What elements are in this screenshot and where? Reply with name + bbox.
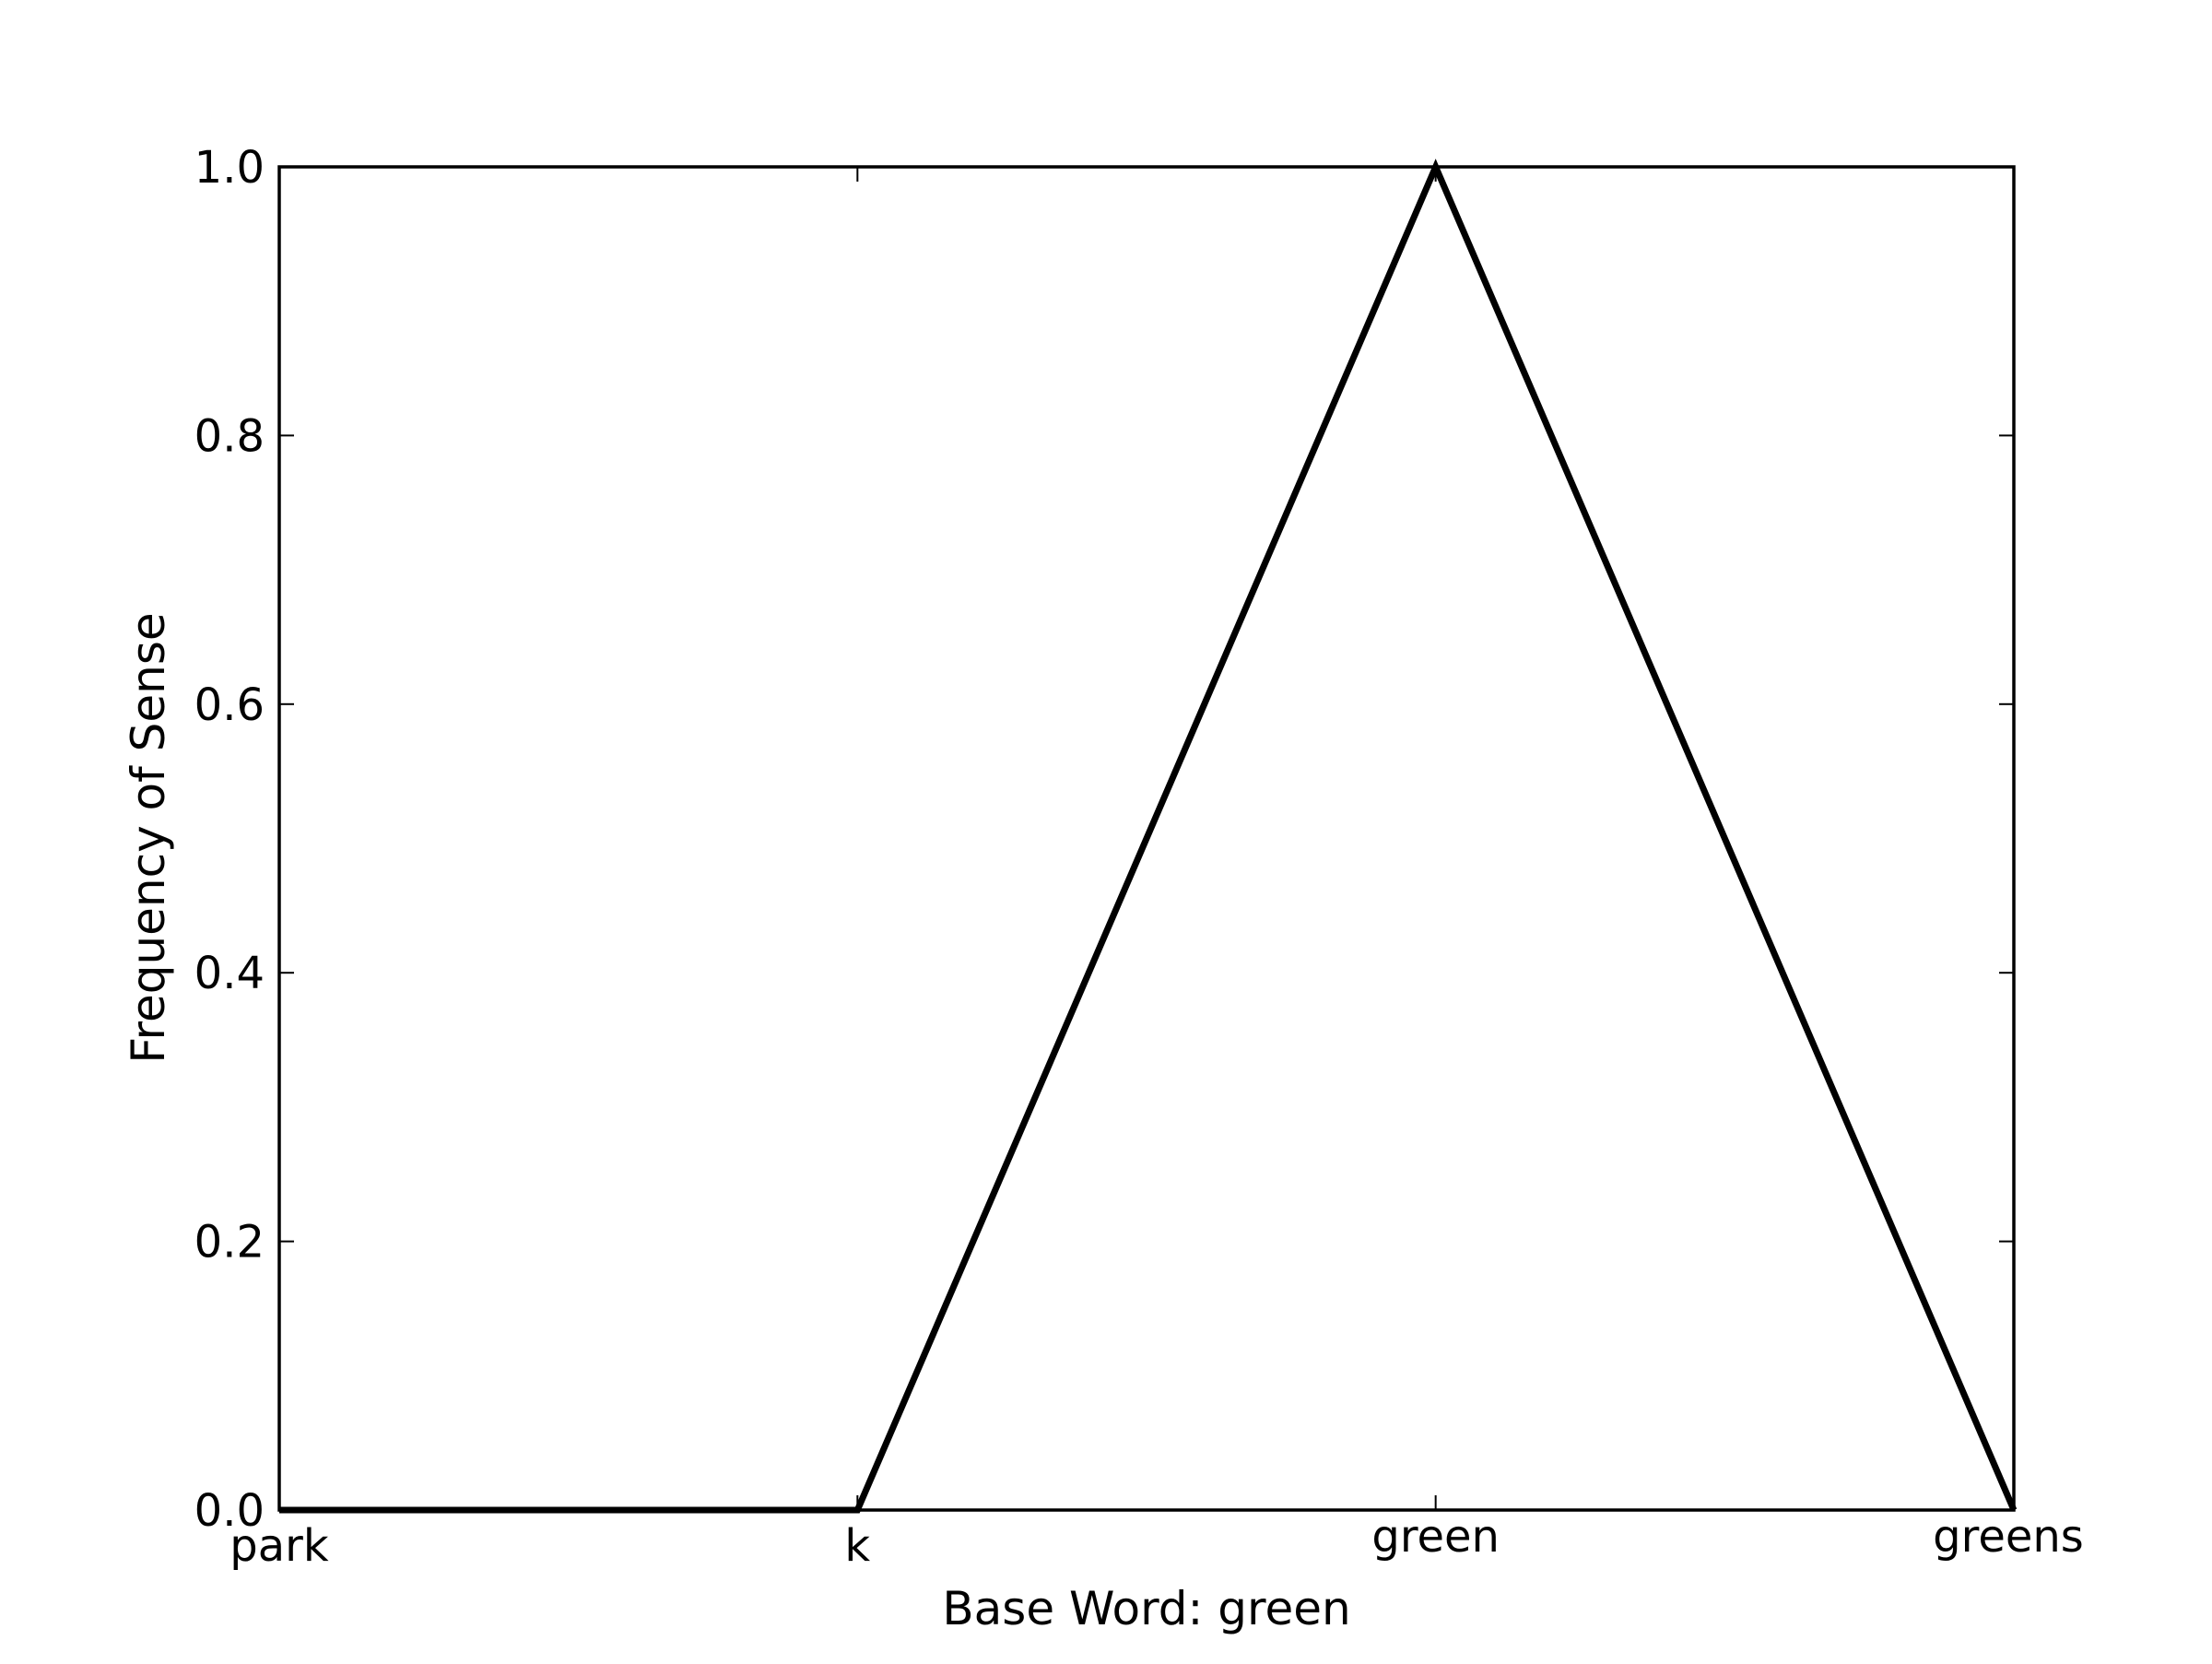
y-tick-label: 0.0	[194, 1485, 265, 1537]
x-tick-label: k	[844, 1520, 870, 1572]
y-tick-label: 1.0	[194, 142, 265, 194]
y-tick-label: 0.8	[194, 410, 265, 462]
x-axis-label: Base Word: green	[942, 1582, 1350, 1635]
y-axis-label: Frequency of Sense	[122, 612, 175, 1063]
x-tick-label: greens	[1933, 1511, 2084, 1563]
y-tick-label: 0.6	[194, 679, 265, 731]
y-tick-label: 0.4	[194, 948, 265, 999]
x-tick-label: green	[1371, 1511, 1500, 1563]
y-tick-label: 0.2	[194, 1217, 265, 1269]
